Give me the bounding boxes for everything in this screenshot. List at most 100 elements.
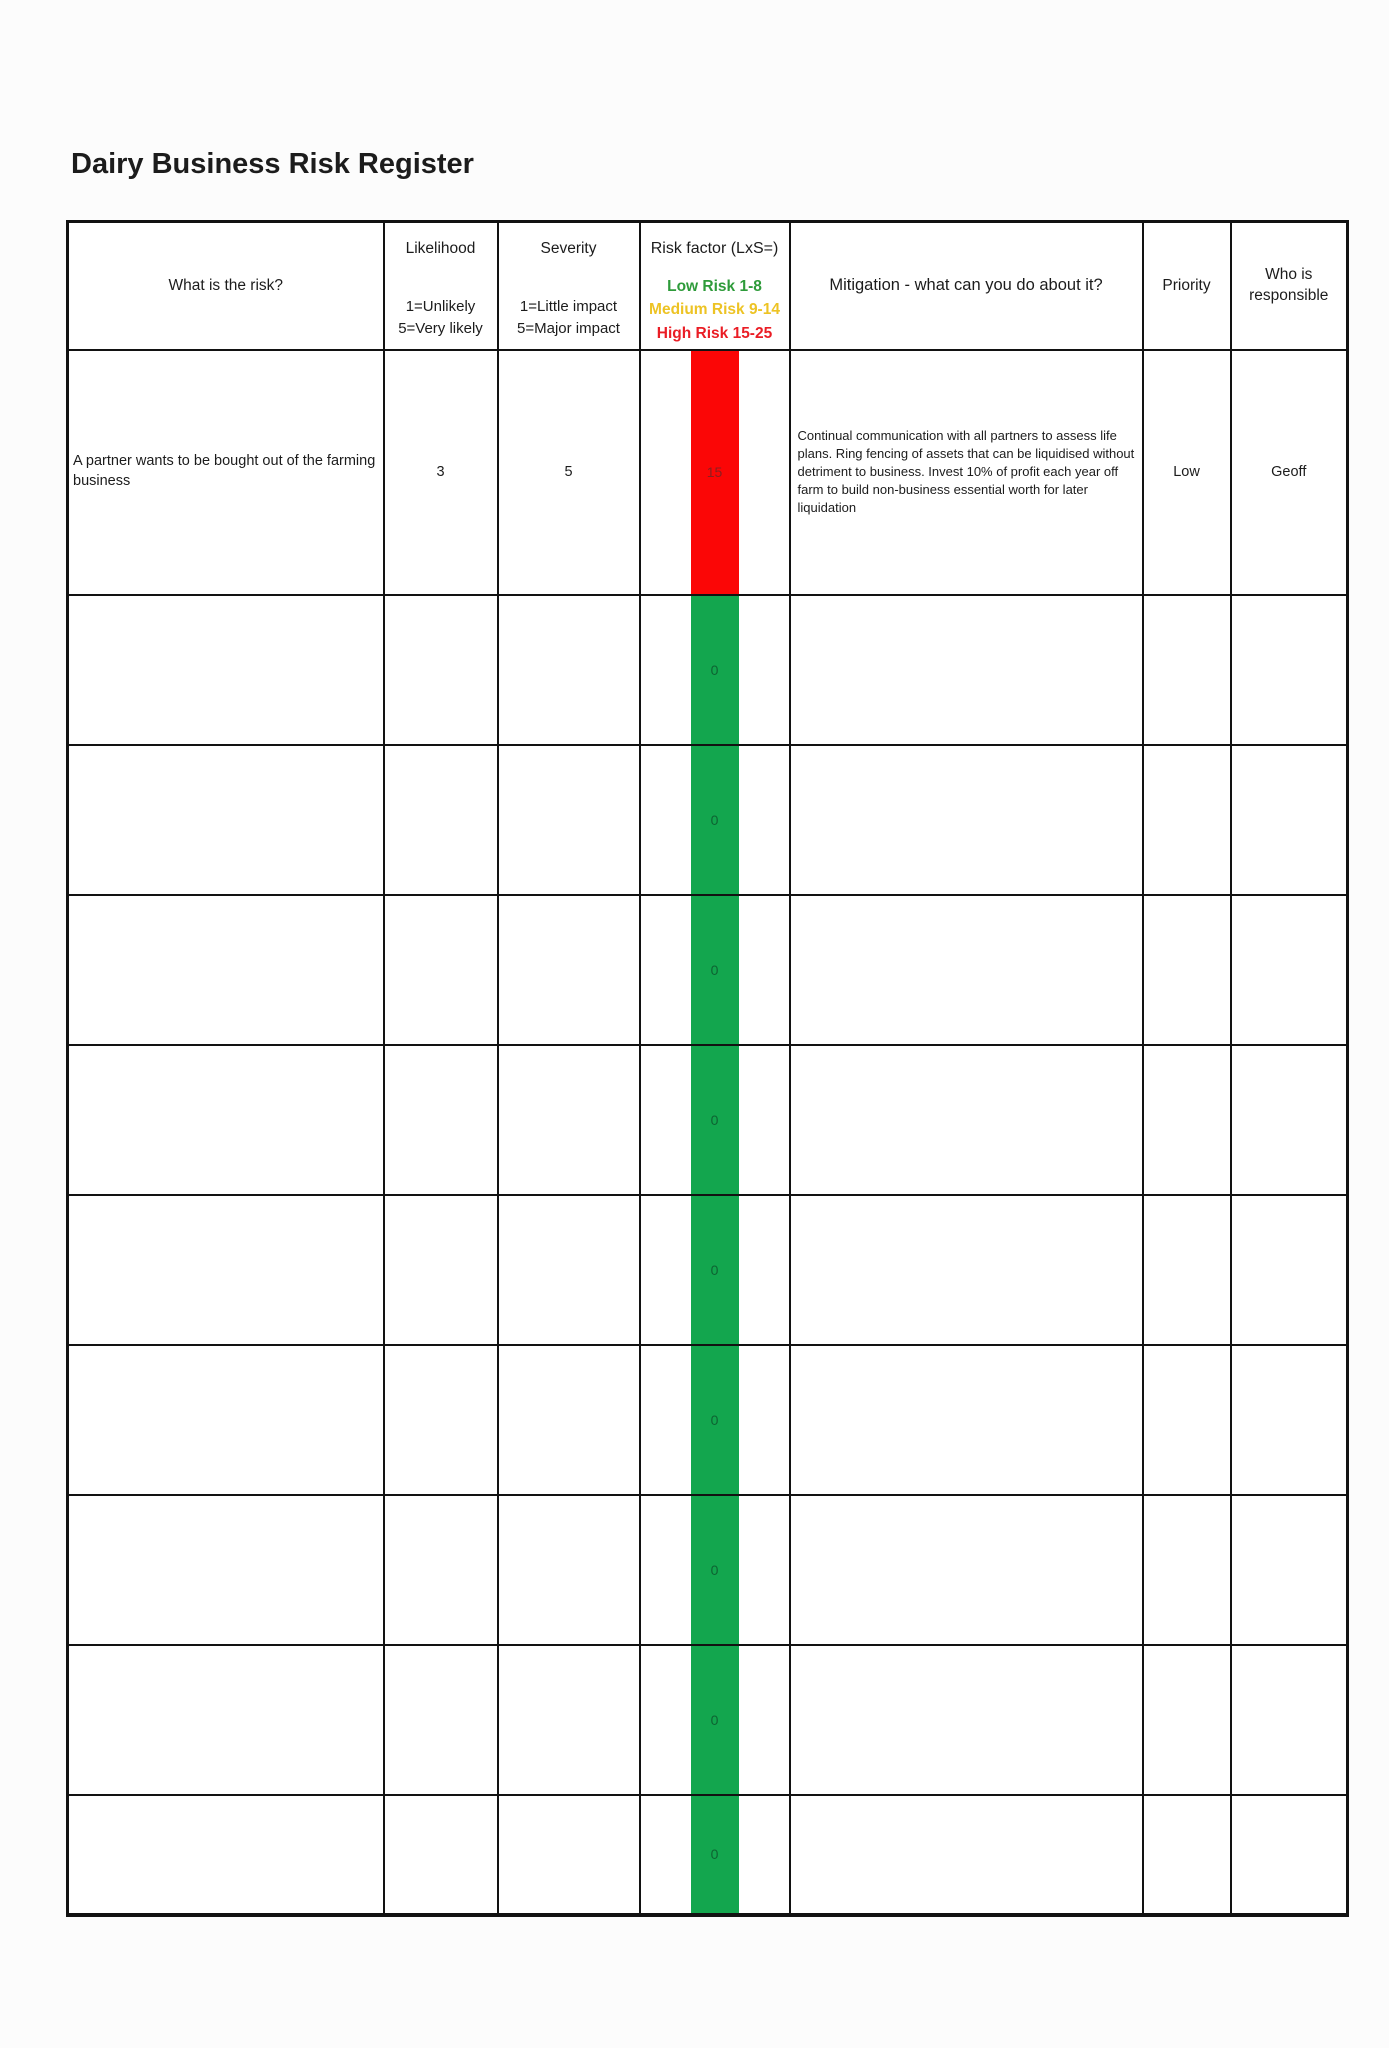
risk-register-table: What is the risk? Likelihood 1=Unlikely … [66,220,1349,1917]
risk-factor-value: 15 [706,464,723,480]
mitigation-cell [788,1493,1144,1646]
severity-cell [496,1493,641,1646]
risk-cell [66,893,385,1046]
mitigation-value: Continual communication with all partner… [797,428,1135,515]
who-header-label: Who is responsible [1249,265,1329,304]
risk-cell [66,1193,385,1346]
risk-cell [66,1043,385,1196]
header-priority: Priority [1141,220,1232,351]
likelihood-cell [382,1343,499,1496]
severity-cell [496,1643,641,1796]
who-cell [1229,1193,1349,1346]
risk-factor-title: Risk factor (LxS=) [650,239,779,257]
who-cell [1229,893,1349,1046]
severity-cell [496,593,641,746]
risk-factor-value: 0 [710,1846,719,1862]
priority-cell [1141,593,1232,746]
risk-cell [66,1493,385,1646]
mitigation-cell [788,743,1144,896]
severity-cell [496,1193,641,1346]
header-who-is-responsible: Who is responsible [1229,220,1349,351]
likelihood-cell [382,1793,499,1916]
priority-header-label: Priority [1162,276,1211,294]
risk-factor-cell: 0 [638,1343,791,1496]
severity-title: Severity [540,239,597,257]
risk-factor-value: 0 [710,1561,719,1578]
severity-cell [496,1043,641,1196]
mitigation-cell [788,1193,1144,1346]
risk-factor-legend: Low Risk 1-8 Medium Risk 9-14 High Risk … [643,275,787,345]
table-row: 0 [66,1193,1349,1346]
risk-cell [66,1343,385,1496]
risk-cell [66,743,385,896]
risk-factor-cell: 0 [638,1493,791,1646]
likelihood-scale-max: 5=Very likely [398,320,483,337]
risk-value: A partner wants to be bought out of the … [73,453,376,489]
legend-low-risk: Low Risk 1-8 [667,278,762,295]
risk-factor-value: 0 [710,1411,719,1428]
header-risk-factor: Risk factor (LxS=) Low Risk 1-8 Medium R… [638,220,791,351]
mitigation-cell: Continual communication with all partner… [788,348,1144,596]
legend-medium-risk: Medium Risk 9-14 [649,301,780,319]
likelihood-cell [382,1493,499,1646]
risk-factor-cell: 0 [638,593,791,746]
risk-factor-value: 0 [710,661,719,678]
risk-factor-value: 0 [710,961,719,978]
risk-factor-value: 0 [710,1261,719,1278]
header-what-is-the-risk: What is the risk? [66,220,385,351]
risk-cell [66,1643,385,1796]
likelihood-cell [382,1193,499,1346]
table-row: 0 [66,1493,1349,1646]
risk-cell [66,1793,385,1916]
risk-factor-value: 0 [710,1111,719,1128]
who-cell [1229,1643,1349,1796]
likelihood-cell [382,1043,499,1196]
severity-cell: 5 [496,348,641,596]
who-cell [1229,1793,1349,1916]
table-row: 0 [66,593,1349,746]
table-header-row: What is the risk? Likelihood 1=Unlikely … [66,220,1349,351]
priority-cell [1141,1043,1232,1196]
mitigation-cell [788,1343,1144,1496]
risk-factor-cell: 0 [638,1043,791,1196]
likelihood-cell: 3 [382,348,499,596]
priority-cell [1141,1193,1232,1346]
legend-high-risk: High Risk 15-25 [656,324,773,342]
who-cell [1229,743,1349,896]
who-cell [1229,1343,1349,1496]
likelihood-scale-min: 1=Unlikely [405,298,476,316]
who-cell [1229,1043,1349,1196]
priority-cell: Low [1141,348,1232,596]
table-row: 0 [66,1643,1349,1796]
risk-factor-cell: 0 [638,1793,791,1916]
severity-cell [496,1793,641,1916]
risk-cell [66,593,385,746]
risk-factor-cell: 0 [638,743,791,896]
severity-value: 5 [564,464,573,480]
likelihood-cell [382,893,499,1046]
risk-factor-value: 0 [710,811,719,828]
mitigation-cell [788,893,1144,1046]
severity-scale-min: 1=Little impact [519,298,618,316]
table-row: 0 [66,743,1349,896]
severity-cell [496,743,641,896]
risk-table-body: A partner wants to be bought out of the … [66,348,1349,1916]
mitigation-cell [788,1793,1144,1916]
priority-cell [1141,1343,1232,1496]
header-likelihood: Likelihood 1=Unlikely 5=Very likely [382,220,499,351]
likelihood-cell [382,743,499,896]
likelihood-cell [382,593,499,746]
risk-factor-cell: 15 [638,348,791,596]
header-mitigation: Mitigation - what can you do about it? [788,220,1144,351]
risk-factor-cell: 0 [638,893,791,1046]
priority-cell [1141,1793,1232,1916]
likelihood-title: Likelihood [405,239,476,257]
likelihood-cell [382,1643,499,1796]
table-row: 0 [66,1343,1349,1496]
table-row: 0 [66,1043,1349,1196]
who-cell: Geoff [1229,348,1349,596]
priority-cell [1141,1643,1232,1796]
severity-cell [496,893,641,1046]
who-cell [1229,593,1349,746]
